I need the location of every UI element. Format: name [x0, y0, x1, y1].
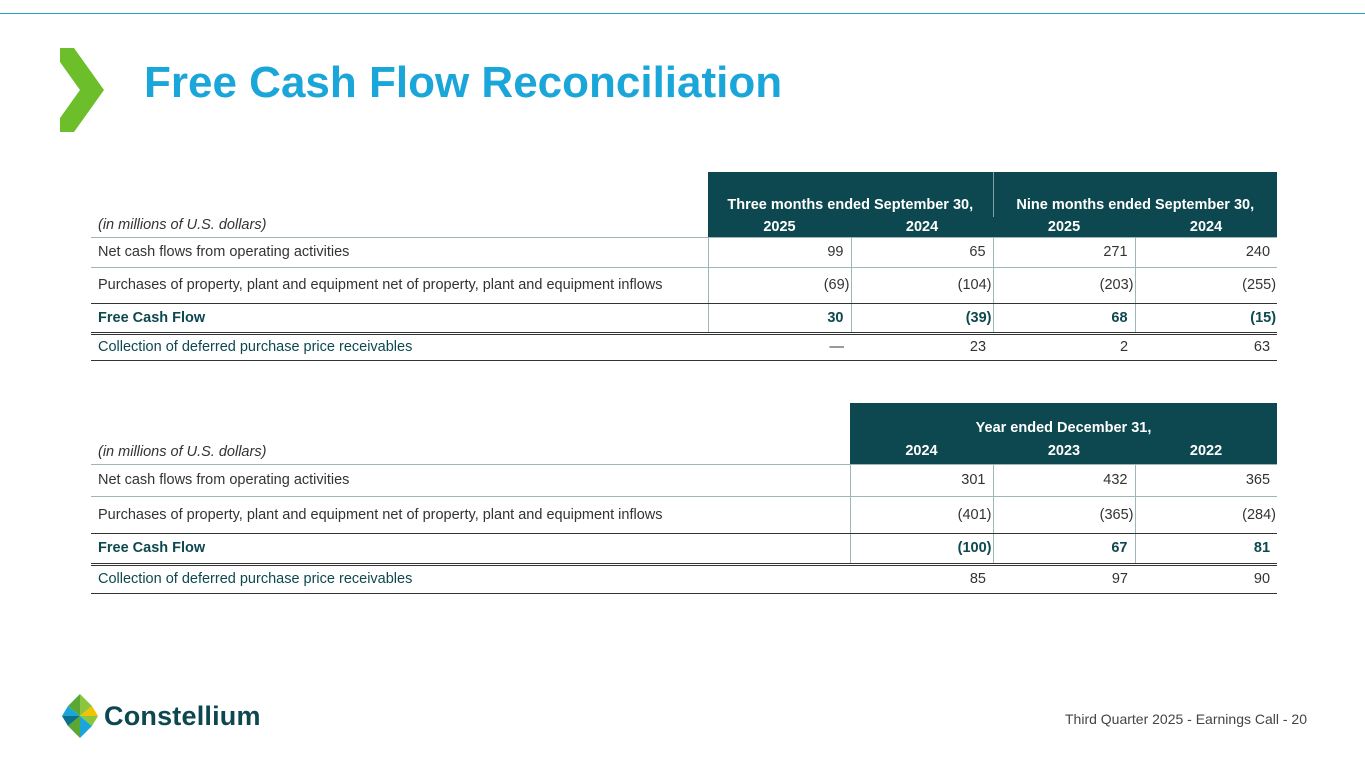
row-label: Collection of deferred purchase price re… [91, 564, 850, 594]
year-header: 2023 [993, 438, 1135, 464]
table-row: Purchases of property, plant and equipme… [91, 496, 1278, 534]
table-row: Collection of deferred purchase price re… [91, 333, 1278, 361]
cell-value: (203) [992, 267, 1136, 304]
cell-value: (104) [850, 267, 994, 304]
table-row-free-cash-flow: Free Cash Flow (100) 67 81 [91, 533, 1278, 566]
row-label: Net cash flows from operating activities [91, 463, 850, 497]
year-header: 2024 [850, 438, 993, 464]
table-row: Net cash flows from operating activities… [91, 463, 1278, 497]
constellium-star-icon [62, 694, 98, 738]
footer-text: Third Quarter 2025 - Earnings Call - 20 [1065, 711, 1307, 727]
cell-value: (69) [707, 267, 851, 304]
cell-value: 432 [992, 463, 1135, 497]
cell-value: 23 [851, 333, 994, 361]
cell-value: (365) [992, 496, 1135, 534]
cell-value: — [708, 333, 851, 361]
cell-value: 67 [992, 533, 1135, 566]
year-header: 2025 [993, 217, 1136, 237]
year-header: 2024 [1135, 217, 1278, 237]
cell-value: 2 [993, 333, 1136, 361]
table-row: Net cash flows from operating activities… [91, 236, 1278, 268]
cell-value: (100) [849, 533, 993, 566]
row-label: Net cash flows from operating activities [91, 236, 708, 268]
table-row-free-cash-flow: Free Cash Flow 30 (39) 68 (15) [91, 303, 1278, 335]
cell-value: (255) [1134, 267, 1278, 304]
unit-label: (in millions of U.S. dollars) [98, 443, 267, 460]
row-label: Free Cash Flow [91, 303, 708, 335]
cell-value: 240 [1134, 236, 1278, 268]
cell-value: 65 [850, 236, 994, 268]
annual-fcf-table: (in millions of U.S. dollars) Year ended… [91, 403, 1278, 594]
year-header: 2024 [851, 217, 994, 237]
logo-text: Constellium [104, 700, 261, 731]
cell-value: 30 [707, 303, 851, 335]
cell-value: 97 [993, 564, 1135, 594]
unit-label: (in millions of U.S. dollars) [98, 216, 267, 233]
cell-value: (15) [1134, 303, 1278, 335]
year-header: 2022 [1135, 438, 1278, 464]
cell-value: 99 [707, 236, 851, 268]
cell-value: 271 [992, 236, 1136, 268]
table-row: Collection of deferred purchase price re… [91, 564, 1278, 594]
cell-value: 365 [1134, 463, 1278, 497]
cell-value: 85 [850, 564, 993, 594]
page-title: Free Cash Flow Reconciliation [144, 58, 783, 107]
group-header-year-ended: Year ended December 31, [850, 403, 1278, 438]
group-header-three-months: Three months ended September 30, [708, 172, 994, 217]
cell-value: 81 [1134, 533, 1278, 566]
table-row: Purchases of property, plant and equipme… [91, 267, 1278, 304]
cell-value: (39) [850, 303, 994, 335]
cell-value: 90 [1135, 564, 1278, 594]
row-label: Collection of deferred purchase price re… [91, 333, 708, 361]
cell-value: 63 [1135, 333, 1278, 361]
cell-value: 68 [992, 303, 1136, 335]
row-label: Purchases of property, plant and equipme… [91, 267, 708, 304]
year-header: 2025 [708, 217, 851, 237]
cell-value: (401) [849, 496, 993, 534]
row-label: Purchases of property, plant and equipme… [91, 496, 850, 534]
cell-value: (284) [1134, 496, 1278, 534]
cell-value: 301 [849, 463, 993, 497]
quarterly-fcf-table: (in millions of U.S. dollars) Three mont… [91, 172, 1278, 361]
group-header-nine-months: Nine months ended September 30, [993, 172, 1278, 217]
row-label: Free Cash Flow [91, 533, 850, 566]
top-rule [0, 13, 1365, 14]
chevron-right-icon [60, 48, 104, 132]
company-logo: Constellium [62, 694, 261, 738]
